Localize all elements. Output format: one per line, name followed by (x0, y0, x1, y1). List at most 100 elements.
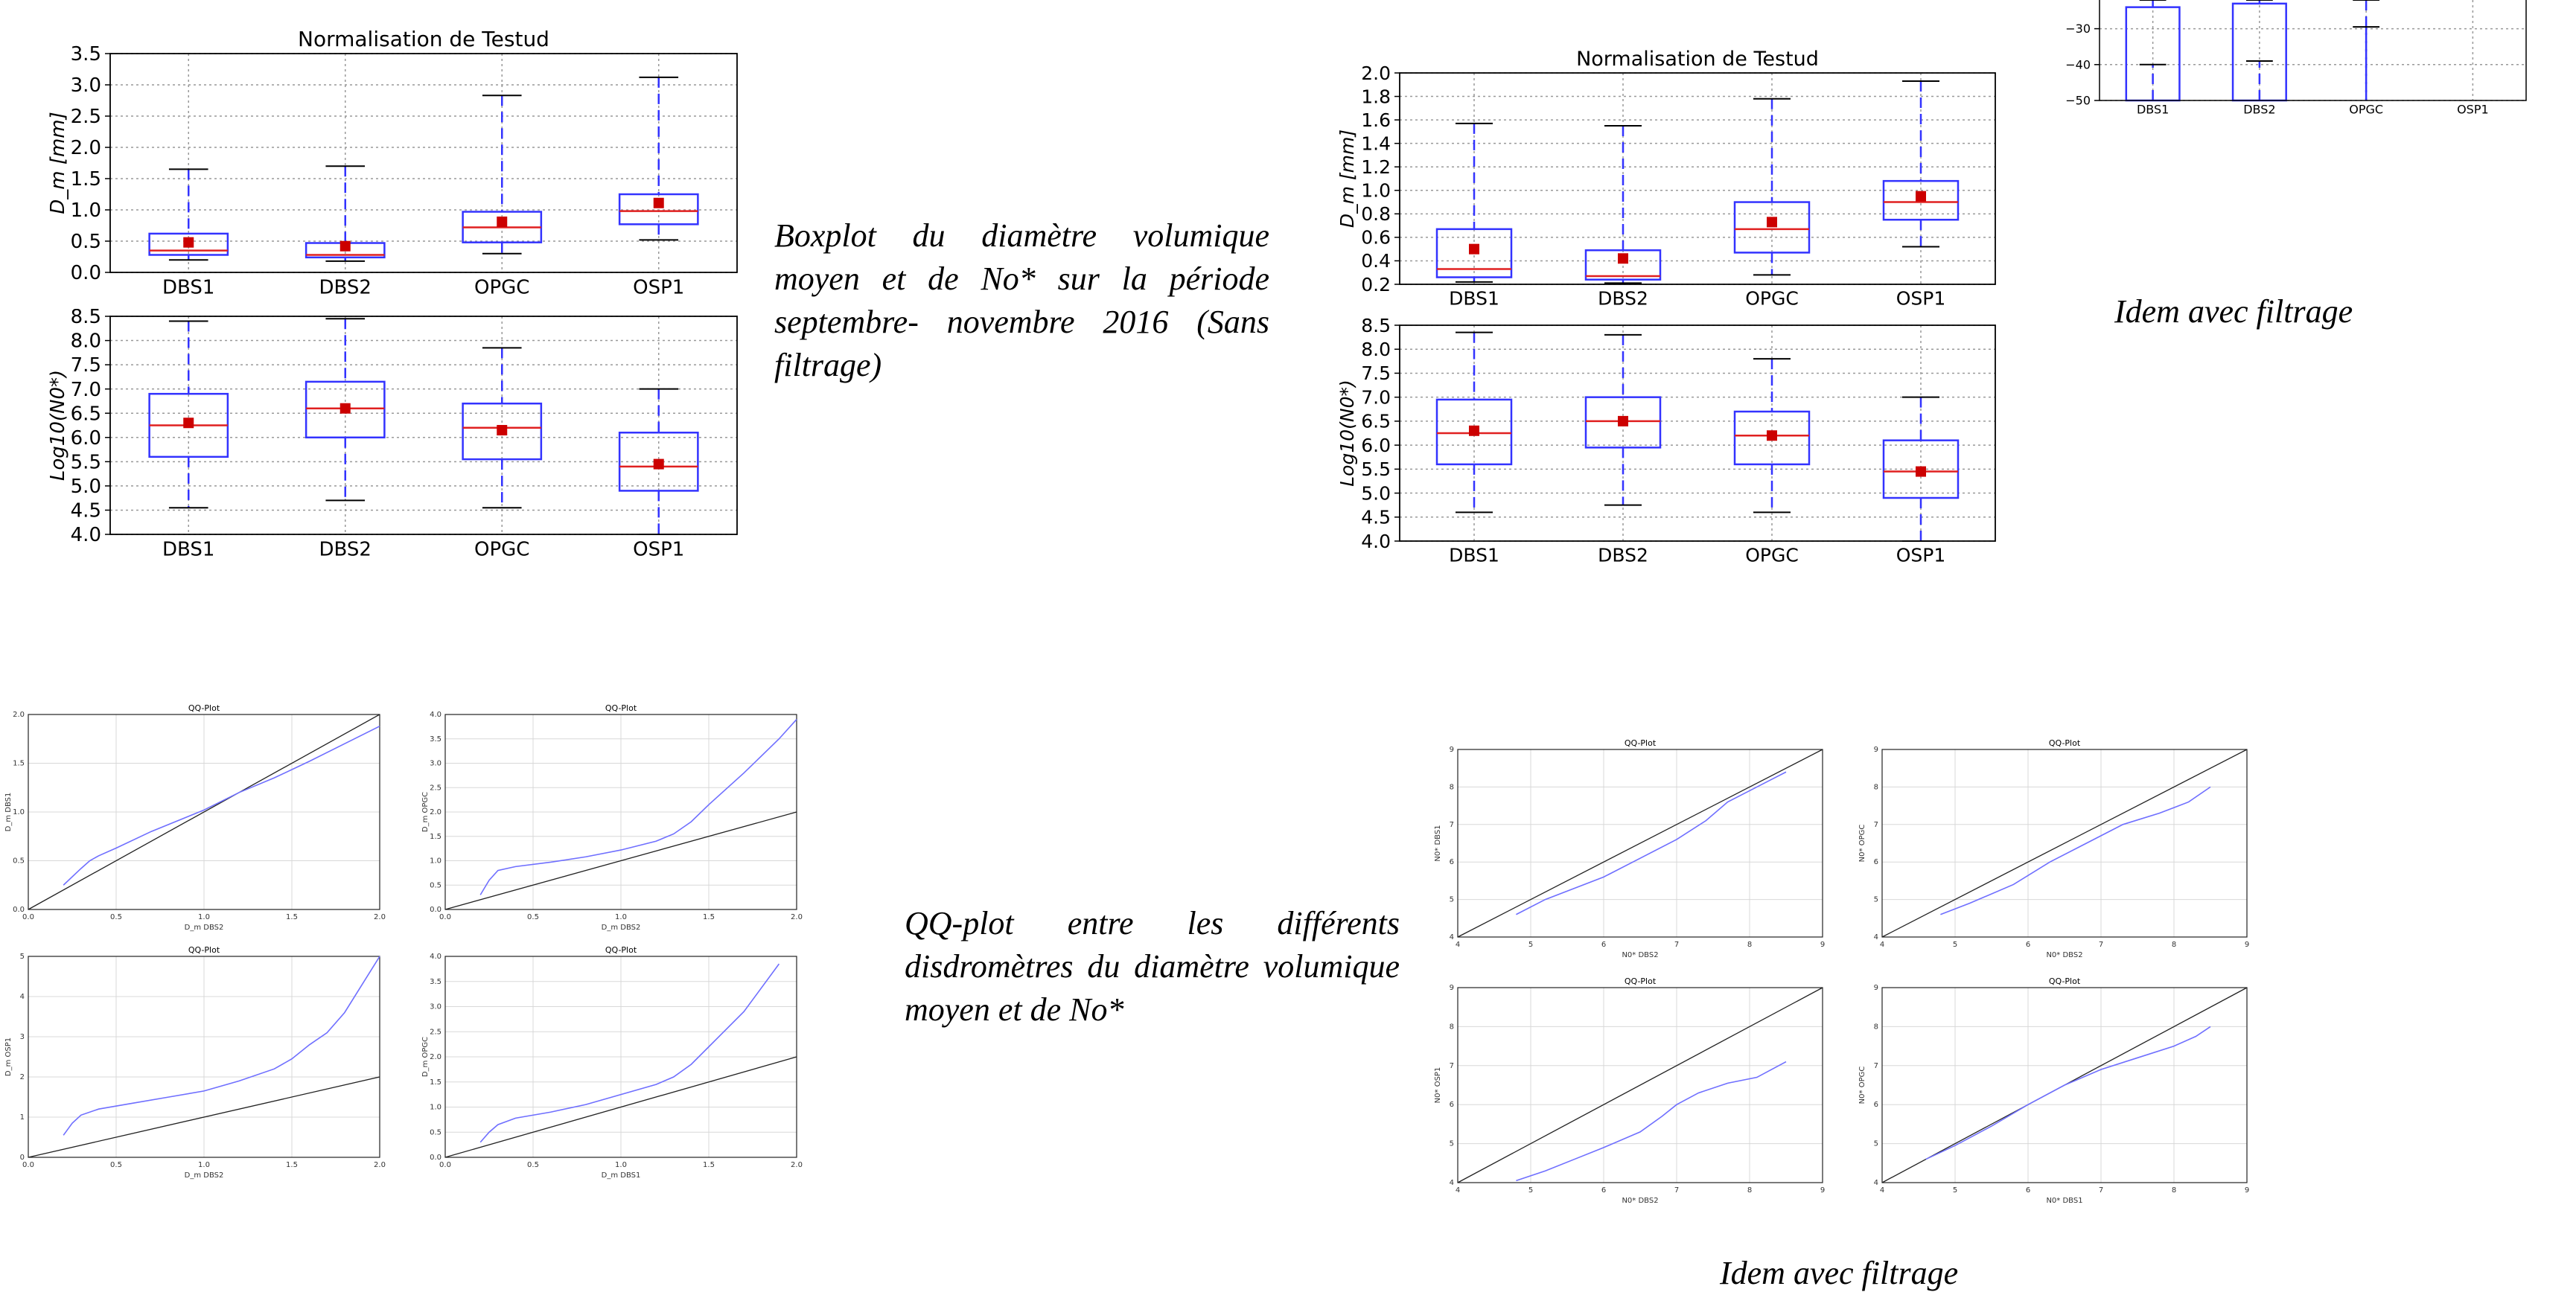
xtick-label: OSP1 (633, 277, 684, 299)
ytick-label: 1.5 (13, 760, 25, 768)
box-dbs1 (1435, 331, 1513, 514)
qq-line (479, 963, 780, 1143)
chart-title: QQ-Plot (188, 703, 220, 713)
x-axis-label: N0* DBS2 (1622, 1197, 1658, 1205)
ytick-label: 7 (1874, 821, 1878, 829)
xtick-label: 9 (2245, 1186, 2249, 1195)
boxplot-no-filter: 4.0 4.5 5.05.56.0 6.5 7.07.58.0 8.5 DBS1 DBS2 OP… (1336, 316, 1996, 566)
ytick-label: 7 (1874, 1062, 1878, 1070)
mean-marker (1618, 253, 1628, 264)
qq-line (1940, 786, 2211, 915)
chart-title: QQ-Plot (1625, 976, 1657, 986)
xtick-label: 0.5 (527, 1161, 539, 1169)
plot-frame (1881, 749, 2248, 938)
plot-frame (1399, 324, 1996, 542)
xtick-label: DBS1 (1449, 545, 1499, 566)
ytick-label: 7 (1450, 1062, 1454, 1070)
ytick-label: 2.5 (71, 106, 101, 128)
xtick-label: OSP1 (1896, 545, 1946, 566)
ytick-label: 8.5 (71, 309, 101, 328)
ytick-label: 2 (20, 1073, 25, 1081)
qq-line (63, 726, 380, 886)
reference-line (1457, 749, 1823, 938)
ytick-label: 4 (20, 993, 25, 1001)
xtick-label: 0.5 (110, 913, 122, 921)
ytick-label: 6.5 (1361, 411, 1391, 432)
ytick-label: 0.0 (430, 1154, 441, 1162)
xtick-label: 2.0 (791, 1161, 803, 1169)
box-iqr (1435, 228, 1513, 278)
qq-line (63, 956, 380, 1136)
box-dbs2 (1584, 333, 1662, 506)
qq-plot-dm-osp1-dbs2: 0.0 0.5 1.0 1.5 2.0 0 1 2 3 4 5 QQ-Plot D_m DBS2 D_m … (4, 945, 386, 1180)
ytick-label: 1.0 (71, 199, 101, 222)
y-axis-label: D_m OPGC (421, 792, 430, 832)
xtick-label: 2.0 (374, 1161, 386, 1169)
reference-line (28, 1076, 380, 1158)
box-dbs2 (1584, 125, 1662, 284)
xtick-label: OSP1 (1896, 288, 1946, 310)
mean-marker (1767, 430, 1777, 441)
ytick-label: 4 (1450, 1179, 1454, 1187)
x-axis-label: D_m DBS1 (602, 1171, 641, 1180)
box-iqr (148, 232, 229, 256)
xtick-label: 6 (1601, 941, 1606, 949)
ytick-label: 8 (1874, 1023, 1878, 1031)
ytick-label: 2.5 (430, 1028, 441, 1036)
ytick-label: 9 (1874, 746, 1878, 754)
plot-frame (1457, 987, 1823, 1183)
ytick-label: 7.0 (71, 379, 101, 401)
xtick-label: 1.5 (286, 1161, 298, 1169)
y-axis-label: D_m DBS1 (4, 793, 13, 832)
ytick-label: 8.5 (1361, 316, 1391, 336)
box-iqr (1584, 249, 1662, 281)
ytick-label: 5 (1450, 896, 1454, 904)
ytick-label: 0.6 (1361, 227, 1391, 249)
x-axis-label: N0* DBS1 (2046, 1197, 2082, 1205)
xtick-label: 9 (2245, 941, 2249, 949)
xtick-label: 6 (2026, 941, 2030, 949)
box-iqr (1733, 410, 1811, 466)
chart-title: QQ-Plot (2049, 738, 2081, 748)
ytick-label: 5.0 (1361, 482, 1391, 504)
ytick-label: 5 (1874, 896, 1878, 904)
xtick-label: 8 (1747, 1186, 1752, 1195)
xtick-label: 1.0 (615, 913, 627, 921)
x-axis-label: D_m DBS2 (185, 1171, 224, 1180)
ytick-label: 1.0 (430, 1104, 441, 1112)
xtick-label: DBS1 (1449, 288, 1499, 310)
ytick-label: 0.5 (71, 231, 101, 253)
mean-marker (1767, 217, 1777, 228)
xtick-label: 7 (2099, 941, 2103, 949)
ytick-label: 2.0 (71, 137, 101, 159)
chart-title: Normalisation de Testud (298, 27, 549, 51)
boxplot-dm-nofilter: 0.0 0.5 1.0 1.5 2.0 2.5 3.0 3.5 DBS1 DBS2 OPGC OSP1… (47, 27, 738, 299)
qq-line (479, 719, 797, 895)
xtick-label: 0.5 (110, 1161, 122, 1169)
ytick-label: 4 (1874, 933, 1878, 941)
ytick-label: 3.5 (71, 43, 101, 65)
ytick-label: 3.5 (430, 978, 441, 986)
ytick-label: 9 (1874, 984, 1878, 992)
ytick-label: 2.0 (1361, 63, 1391, 84)
y-axis-label: Log10(N0*) (47, 370, 69, 481)
x-axis-label: D_m DBS2 (185, 924, 224, 932)
ytick-label: 2.0 (13, 711, 25, 719)
ytick-label: 1 (20, 1113, 25, 1122)
ytick-label: 1.5 (430, 833, 441, 841)
box-iqr (462, 402, 543, 461)
ytick-label: 1.2 (1361, 156, 1391, 178)
ytick-label: 3.0 (71, 74, 101, 97)
mean-marker (339, 403, 351, 414)
ytick-label: 0.5 (430, 1128, 441, 1136)
boxplot-no-nofilter: 4.04.55.0 5.56.06.57.07.58.0 8.5 DBS1 DBS2 OP… (47, 309, 738, 561)
xtick-label: 2.0 (791, 913, 803, 921)
xtick-label: 8 (1747, 941, 1752, 949)
mean-marker (1469, 243, 1479, 255)
xtick-label: 4 (1456, 1186, 1460, 1195)
box-dbs1 (1435, 122, 1513, 283)
box-opgc (2353, 0, 2380, 100)
box-osp1 (1882, 396, 1960, 542)
y-axis-label: D_m OSP1 (4, 1037, 13, 1076)
chart-title: QQ-Plot (188, 945, 220, 955)
